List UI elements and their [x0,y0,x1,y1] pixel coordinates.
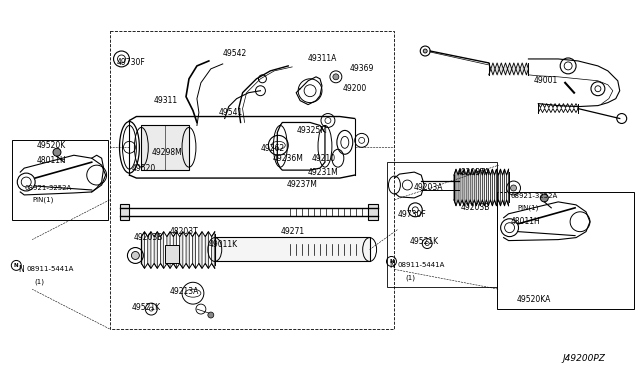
Text: 49231M: 49231M [308,168,339,177]
Polygon shape [490,169,492,206]
Polygon shape [502,169,504,206]
Circle shape [333,74,339,80]
Text: 48011H: 48011H [36,156,66,165]
Circle shape [511,185,516,191]
Circle shape [131,251,140,259]
Text: 49203B: 49203B [133,233,163,242]
Polygon shape [154,232,157,268]
Text: 49730F: 49730F [397,210,426,219]
Text: 08911-5441A: 08911-5441A [26,266,74,272]
Polygon shape [474,169,476,206]
Polygon shape [148,232,151,268]
Text: 49271: 49271 [280,227,305,236]
Polygon shape [470,169,472,206]
Text: 49200: 49200 [343,84,367,93]
Polygon shape [462,169,464,206]
Text: 49520KA: 49520KA [516,295,551,304]
Text: N: N [14,263,19,268]
Text: 49541: 49541 [219,108,243,117]
Text: N: N [390,261,396,270]
Text: N: N [19,265,24,274]
Text: PIN(1): PIN(1) [518,205,539,211]
Text: 49011K: 49011K [209,240,238,249]
Text: (1): (1) [405,274,415,280]
Text: PIN(1): PIN(1) [32,197,54,203]
Text: 49262: 49262 [260,144,285,153]
Text: 49213A: 49213A [169,287,198,296]
Polygon shape [367,204,378,220]
Text: 49311A: 49311A [308,54,337,64]
Text: 49520K: 49520K [36,141,65,150]
Text: 49237M: 49237M [286,180,317,189]
Polygon shape [466,169,468,206]
Text: (1): (1) [34,278,44,285]
Text: 49001: 49001 [533,76,557,85]
Polygon shape [486,169,488,206]
Text: N: N [389,259,394,264]
Text: 08921-3252A: 08921-3252A [511,193,558,199]
Text: 49203B: 49203B [461,203,490,212]
Polygon shape [120,204,129,220]
Polygon shape [506,169,509,206]
Polygon shape [186,232,189,268]
Polygon shape [173,232,177,268]
Text: 48011H: 48011H [511,217,540,226]
Circle shape [208,312,214,318]
Circle shape [423,49,427,53]
Text: 08911-5441A: 08911-5441A [397,262,445,269]
Polygon shape [180,232,183,268]
Polygon shape [161,232,164,268]
Text: 49521K: 49521K [131,302,161,312]
Text: 49203A: 49203A [413,183,443,192]
Polygon shape [454,169,456,206]
Text: 08921-3252A: 08921-3252A [24,185,72,191]
Text: 49210: 49210 [312,154,336,163]
Polygon shape [478,169,480,206]
Polygon shape [215,237,370,262]
Text: 49236M: 49236M [273,154,303,163]
Polygon shape [141,125,189,170]
Text: 49521K: 49521K [410,237,438,246]
Polygon shape [165,244,179,263]
Polygon shape [199,232,202,268]
Polygon shape [193,232,196,268]
Text: 49730F: 49730F [116,58,145,67]
Polygon shape [483,169,484,206]
Polygon shape [141,232,145,268]
Polygon shape [167,232,170,268]
Polygon shape [495,169,497,206]
Circle shape [53,148,61,156]
Text: 49369: 49369 [350,64,374,73]
Polygon shape [458,169,460,206]
Polygon shape [499,169,500,206]
Text: 49311: 49311 [153,96,177,105]
Text: 48203TA: 48203TA [457,168,490,177]
Polygon shape [205,232,209,268]
Text: 49542: 49542 [223,48,247,58]
Text: 49325M: 49325M [296,126,327,135]
Text: 49520: 49520 [131,164,156,173]
Polygon shape [212,232,215,268]
Text: 48203T: 48203T [169,227,198,236]
Circle shape [540,194,548,202]
Text: 49298M: 49298M [151,148,182,157]
Text: J49200PZ: J49200PZ [563,354,606,363]
